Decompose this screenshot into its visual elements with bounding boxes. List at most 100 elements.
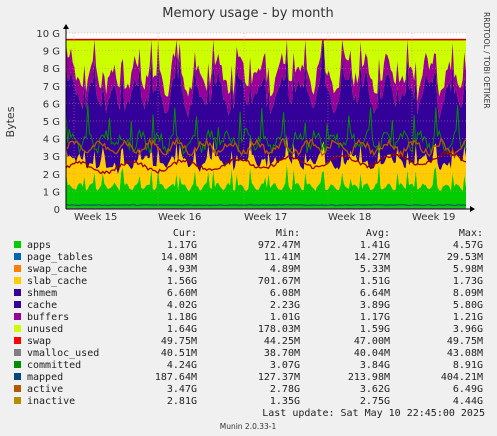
y-tick-label: 0 [54, 205, 60, 216]
legend-avg-swap-cache: 5.33M [360, 264, 390, 275]
legend-max-swap: 49.75M [447, 336, 483, 347]
legend-min-mapped: 127.37M [258, 372, 300, 383]
legend-swatch-swap-cache [14, 265, 21, 272]
y-tick-label: 6 G [43, 99, 60, 110]
legend-max-slab-cache: 1.73G [453, 276, 483, 287]
legend-cur-shmem: 6.60M [167, 288, 197, 299]
legend-swatch-mapped [14, 373, 21, 380]
legend-column-header: Avg: [366, 228, 390, 239]
legend-max-active: 6.49G [453, 384, 483, 395]
legend-avg-unused: 1.59G [360, 324, 390, 335]
legend-avg-vmalloc-used: 40.04M [354, 348, 390, 359]
legend-max-swap-cache: 5.98M [453, 264, 483, 275]
legend-column-header: Cur: [173, 228, 197, 239]
legend-name-buffers: buffers [27, 312, 69, 323]
legend-name-vmalloc-used: vmalloc_used [27, 348, 99, 359]
legend-min-page-tables: 11.41M [264, 252, 300, 263]
area-cache [66, 40, 466, 174]
area-buffers [66, 39, 466, 120]
legend-swatch-vmalloc-used [14, 349, 21, 356]
legend-min-apps: 972.47M [258, 240, 300, 251]
legend-min-unused: 178.03M [258, 324, 300, 335]
y-tick-label: 3 G [43, 152, 60, 163]
legend-max-mapped: 404.21M [441, 372, 483, 383]
legend-avg-slab-cache: 1.51G [360, 276, 390, 287]
x-tick-label: Week 17 [244, 212, 287, 223]
legend-swatch-inactive [14, 397, 21, 404]
legend-max-apps: 4.57G [453, 240, 483, 251]
area-slab [66, 134, 466, 191]
legend-cur-committed: 4.24G [167, 360, 197, 371]
legend-swatch-active [14, 385, 21, 392]
line-inactive [65, 150, 467, 175]
legend-avg-cache: 3.89G [360, 300, 390, 311]
legend-cur-unused: 1.64G [167, 324, 197, 335]
munin-version: Munin 2.0.33-1 [220, 422, 277, 431]
legend-column-header: Min: [276, 228, 300, 239]
line-committed [65, 104, 467, 155]
x-tick-label: Week 15 [74, 212, 117, 223]
legend-max-vmalloc-used: 43.08M [447, 348, 483, 359]
legend-min-committed: 3.07G [270, 360, 300, 371]
x-axis-arrow [470, 206, 475, 212]
legend-min-slab-cache: 701.67M [258, 276, 300, 287]
legend-min-buffers: 1.01G [270, 312, 300, 323]
legend-max-page-tables: 29.53M [447, 252, 483, 263]
legend-cur-inactive: 2.81G [167, 396, 197, 407]
legend-min-cache: 2.23G [270, 300, 300, 311]
legend-name-shmem: shmem [27, 288, 57, 299]
legend-avg-inactive: 2.75G [360, 396, 390, 407]
legend-cur-buffers: 1.18G [167, 312, 197, 323]
legend-max-inactive: 4.44G [453, 396, 483, 407]
legend-name-page-tables: page_tables [27, 252, 93, 263]
y-axis-arrow [63, 24, 69, 29]
legend-avg-committed: 3.84G [360, 360, 390, 371]
legend-min-swap: 44.25M [264, 336, 300, 347]
legend-min-swap-cache: 4.89M [270, 264, 300, 275]
area-apps [66, 163, 466, 209]
area-swap [66, 38, 466, 41]
legend-swatch-apps [14, 241, 21, 248]
legend-name-mapped: mapped [27, 372, 63, 383]
chart-title: Memory usage - by month [162, 6, 333, 21]
legend-cur-mapped: 187.64M [155, 372, 197, 383]
legend-cur-active: 3.47G [167, 384, 197, 395]
legend-name-committed: committed [27, 360, 81, 371]
y-axis-label: Bytes [4, 106, 17, 137]
legend-swatch-committed [14, 361, 21, 368]
legend-min-vmalloc-used: 38.70M [264, 348, 300, 359]
legend-name-apps: apps [27, 240, 51, 251]
legend-cur-swap: 49.75M [161, 336, 197, 347]
legend-min-inactive: 1.35G [270, 396, 300, 407]
x-tick-label: Week 19 [412, 212, 455, 223]
line-mapped [65, 204, 467, 207]
x-tick-label: Week 18 [328, 212, 371, 223]
legend-cur-page-tables: 14.08M [161, 252, 197, 263]
y-tick-label: 5 G [43, 117, 60, 128]
y-tick-label: 10 G [36, 29, 60, 40]
legend-avg-buffers: 1.17G [360, 312, 390, 323]
legend-cur-vmalloc-used: 40.51M [161, 348, 197, 359]
y-tick-label: 7 G [43, 82, 60, 93]
legend-name-swap: swap [27, 336, 51, 347]
legend-max-cache: 5.80G [453, 300, 483, 311]
legend-name-active: active [27, 384, 63, 395]
legend-name-cache: cache [27, 300, 57, 311]
legend-max-committed: 8.91G [453, 360, 483, 371]
legend-max-shmem: 8.09M [453, 288, 483, 299]
legend-cur-cache: 4.02G [167, 300, 197, 311]
legend-min-shmem: 6.08M [270, 288, 300, 299]
y-tick-label: 8 G [43, 64, 60, 75]
legend-name-swap-cache: swap_cache [27, 264, 87, 275]
y-tick-label: 2 G [43, 170, 60, 181]
legend-avg-shmem: 6.64M [360, 288, 390, 299]
legend-swatch-cache [14, 301, 21, 308]
legend-avg-page-tables: 14.27M [354, 252, 390, 263]
legend-name-slab-cache: slab_cache [27, 276, 87, 287]
legend-avg-swap: 47.00M [354, 336, 390, 347]
legend-swatch-swap [14, 337, 21, 344]
legend-cur-swap-cache: 4.93M [167, 264, 197, 275]
legend-name-unused: unused [27, 324, 63, 335]
legend-cur-apps: 1.17G [167, 240, 197, 251]
